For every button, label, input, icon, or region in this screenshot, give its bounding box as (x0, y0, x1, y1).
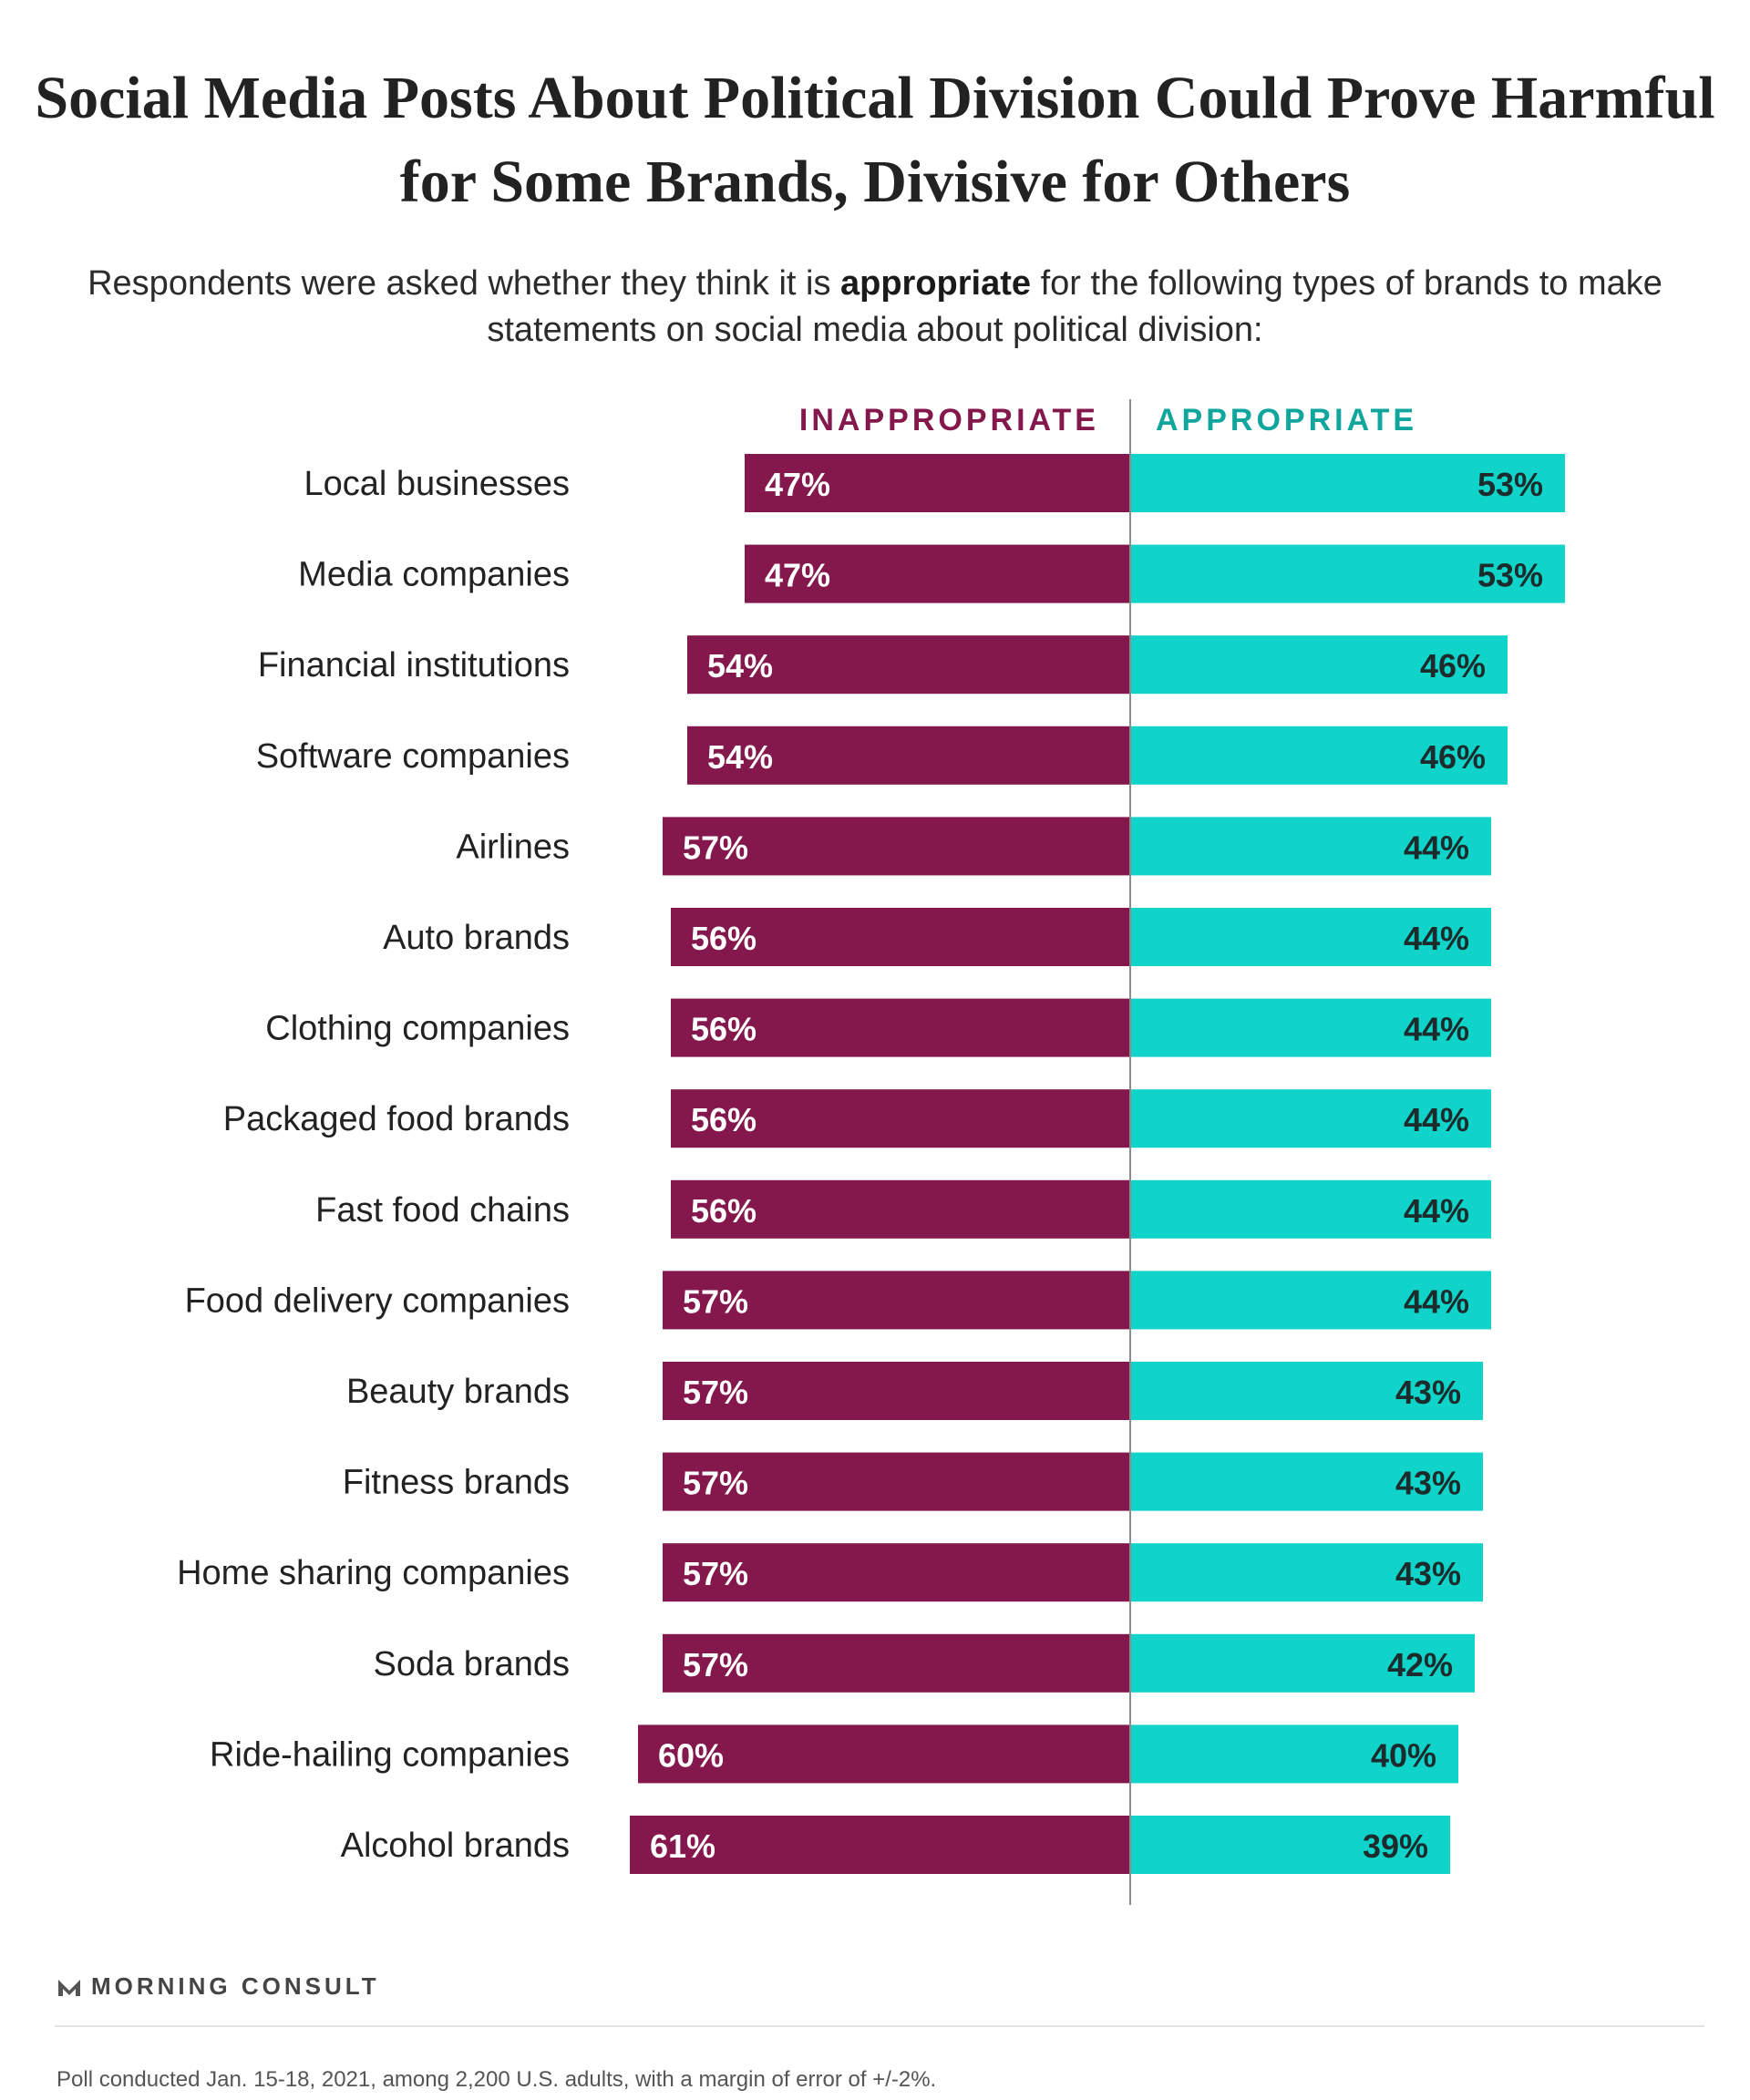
bar-appropriate-clothing-companies (1130, 998, 1491, 1057)
footer-divider (55, 2025, 1704, 2027)
bar-appropriate-fitness-brands (1130, 1452, 1483, 1511)
value-label-appropriate-financial-institutions: 46% (1420, 647, 1486, 685)
category-label-airlines: Airlines (456, 828, 570, 866)
value-label-appropriate-ride-hailing-companies: 40% (1371, 1736, 1436, 1774)
value-label-appropriate-fitness-brands: 43% (1395, 1465, 1461, 1502)
category-label-packaged-food-brands: Packaged food brands (223, 1100, 570, 1138)
bar-appropriate-airlines (1130, 817, 1491, 876)
value-label-inappropriate-financial-institutions: 54% (707, 647, 773, 685)
value-label-inappropriate-fitness-brands: 57% (683, 1465, 748, 1502)
category-label-beauty-brands: Beauty brands (346, 1373, 570, 1411)
bar-inappropriate-fitness-brands (663, 1452, 1130, 1511)
value-label-appropriate-packaged-food-brands: 44% (1404, 1101, 1469, 1138)
brand-name: MORNING CONSULT (91, 1972, 380, 2000)
bar-inappropriate-fast-food-chains (671, 1179, 1130, 1239)
value-label-inappropriate-clothing-companies: 56% (691, 1011, 757, 1048)
chart-subtitle: Respondents were asked whether they thin… (0, 261, 1750, 354)
value-label-inappropriate-ride-hailing-companies: 60% (658, 1736, 724, 1774)
bar-appropriate-alcohol-brands (1130, 1816, 1450, 1874)
bar-inappropriate-soda-brands (663, 1633, 1130, 1693)
value-label-appropriate-software-companies: 46% (1420, 738, 1486, 776)
value-label-appropriate-airlines: 44% (1404, 829, 1469, 866)
bar-inappropriate-airlines (663, 817, 1130, 876)
value-label-inappropriate-local-businesses: 47% (765, 466, 830, 503)
morning-consult-logo-icon (58, 1979, 80, 1996)
category-label-ride-hailing-companies: Ride-hailing companies (210, 1735, 570, 1774)
bar-appropriate-media-companies (1130, 544, 1565, 603)
value-label-inappropriate-soda-brands: 57% (683, 1646, 748, 1683)
category-label-auto-brands: Auto brands (383, 919, 570, 957)
source-note: Poll conducted Jan. 15-18, 2021, among 2… (57, 2067, 937, 2092)
legend-inappropriate: INAPPROPRIATE (799, 403, 1099, 438)
value-label-appropriate-home-sharing-companies: 43% (1395, 1555, 1461, 1592)
value-label-inappropriate-auto-brands: 56% (691, 920, 757, 957)
bar-inappropriate-auto-brands (671, 908, 1130, 966)
value-label-appropriate-alcohol-brands: 39% (1363, 1827, 1428, 1865)
category-label-alcohol-brands: Alcohol brands (341, 1827, 570, 1865)
category-label-software-companies: Software companies (256, 737, 570, 776)
value-label-appropriate-soda-brands: 42% (1387, 1646, 1453, 1683)
value-label-inappropriate-fast-food-chains: 56% (691, 1192, 757, 1230)
bar-inappropriate-financial-institutions (687, 635, 1130, 695)
value-label-appropriate-local-businesses: 53% (1477, 466, 1543, 503)
value-label-appropriate-beauty-brands: 43% (1395, 1374, 1461, 1411)
bar-inappropriate-beauty-brands (663, 1362, 1130, 1420)
category-label-local-businesses: Local businesses (304, 465, 570, 503)
category-label-fast-food-chains: Fast food chains (315, 1191, 570, 1230)
bar-appropriate-beauty-brands (1130, 1362, 1483, 1420)
value-label-appropriate-clothing-companies: 44% (1404, 1011, 1469, 1048)
bar-appropriate-local-businesses (1130, 454, 1565, 512)
bar-inappropriate-clothing-companies (671, 998, 1130, 1057)
subtitle-after: for the following types of brands to mak… (487, 264, 1662, 349)
category-label-media-companies: Media companies (298, 556, 570, 594)
bar-inappropriate-alcohol-brands (630, 1816, 1130, 1874)
morning-consult-logo: MORNING CONSULT (57, 1972, 380, 2001)
bar-inappropriate-software-companies (687, 726, 1130, 785)
bar-inappropriate-home-sharing-companies (663, 1543, 1130, 1602)
subtitle-before: Respondents were asked whether they thin… (88, 264, 840, 303)
bar-inappropriate-food-delivery-companies (663, 1271, 1130, 1330)
legend-appropriate: APPROPRIATE (1156, 403, 1417, 438)
bar-appropriate-packaged-food-brands (1130, 1089, 1491, 1148)
value-label-inappropriate-beauty-brands: 57% (683, 1374, 748, 1411)
bar-inappropriate-ride-hailing-companies (638, 1724, 1130, 1784)
value-label-appropriate-auto-brands: 44% (1404, 920, 1469, 957)
value-label-inappropriate-packaged-food-brands: 56% (691, 1101, 757, 1138)
value-label-inappropriate-alcohol-brands: 61% (650, 1827, 715, 1865)
chart-title: Social Media Posts About Political Divis… (35, 65, 1715, 215)
bar-appropriate-fast-food-chains (1130, 1179, 1491, 1239)
bar-inappropriate-media-companies (745, 544, 1130, 603)
value-label-inappropriate-home-sharing-companies: 57% (683, 1555, 748, 1592)
value-label-inappropriate-software-companies: 54% (707, 738, 773, 776)
category-label-financial-institutions: Financial institutions (258, 646, 570, 685)
bar-appropriate-auto-brands (1130, 908, 1491, 966)
bar-appropriate-software-companies (1130, 726, 1508, 785)
bar-appropriate-soda-brands (1130, 1633, 1475, 1693)
bar-appropriate-ride-hailing-companies (1130, 1724, 1458, 1784)
bars-group: Local businesses 47% 53% Media companies 47%… (177, 454, 1565, 1874)
value-label-inappropriate-airlines: 57% (683, 829, 748, 866)
bar-inappropriate-local-businesses (745, 454, 1130, 512)
category-label-food-delivery-companies: Food delivery companies (185, 1282, 570, 1320)
value-label-appropriate-media-companies: 53% (1477, 557, 1543, 594)
bar-appropriate-financial-institutions (1130, 635, 1508, 695)
subtitle-emphasis: appropriate (840, 264, 1032, 303)
bar-inappropriate-packaged-food-brands (671, 1089, 1130, 1148)
category-label-home-sharing-companies: Home sharing companies (177, 1554, 570, 1592)
bar-appropriate-food-delivery-companies (1130, 1271, 1491, 1330)
category-label-soda-brands: Soda brands (374, 1645, 571, 1683)
bar-appropriate-home-sharing-companies (1130, 1543, 1483, 1602)
category-label-clothing-companies: Clothing companies (265, 1010, 570, 1048)
value-label-inappropriate-food-delivery-companies: 57% (683, 1282, 748, 1320)
value-label-inappropriate-media-companies: 47% (765, 557, 830, 594)
value-label-appropriate-food-delivery-companies: 44% (1404, 1282, 1469, 1320)
value-label-appropriate-fast-food-chains: 44% (1404, 1192, 1469, 1230)
category-label-fitness-brands: Fitness brands (343, 1464, 570, 1502)
